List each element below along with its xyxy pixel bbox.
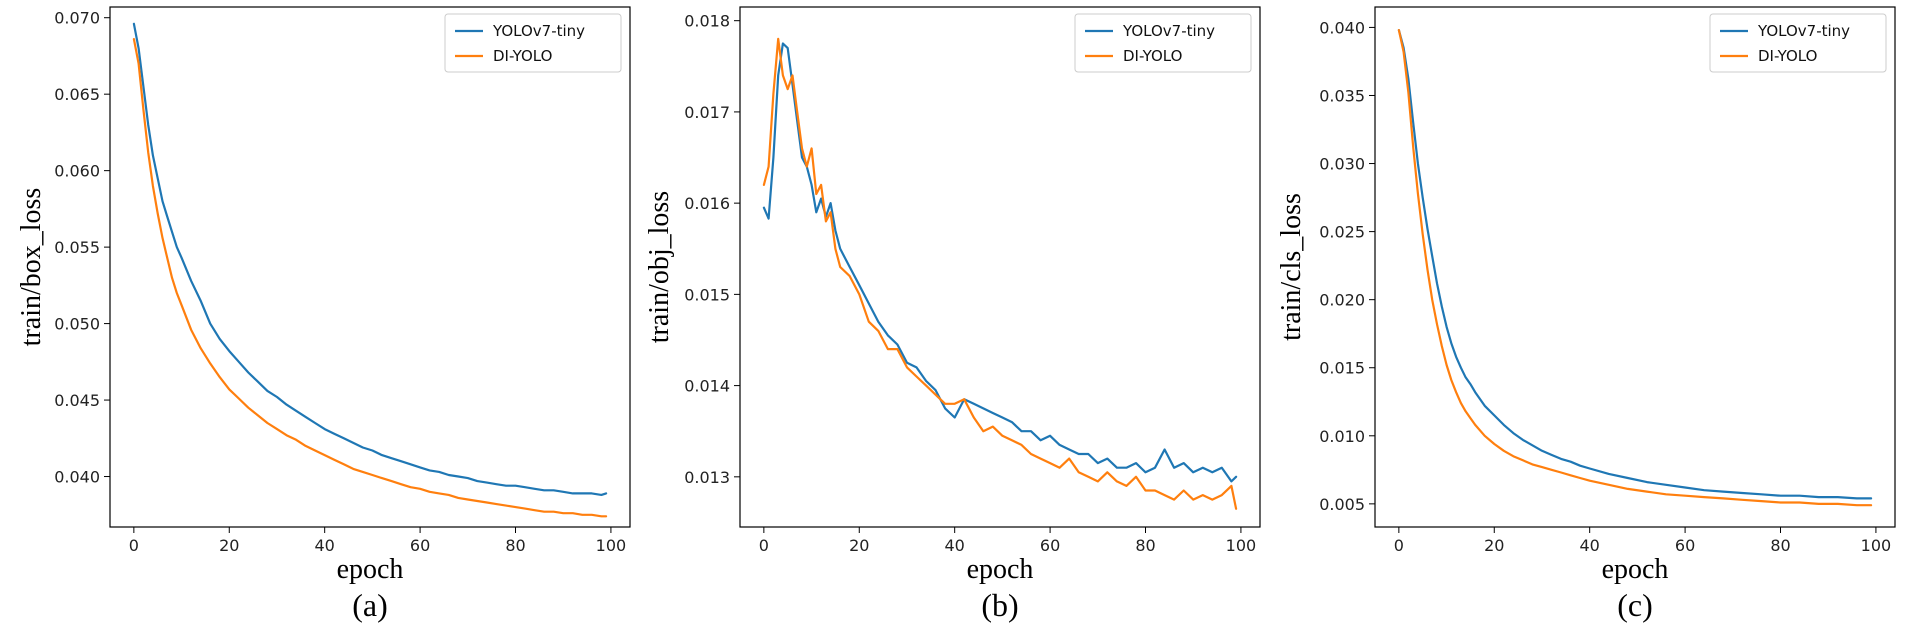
y-tick-label: 0.065 <box>54 85 100 104</box>
y-tick-label: 0.050 <box>54 315 100 334</box>
plot-area-box-loss <box>109 6 631 528</box>
legend-label-yolov7-tiny: YOLOv7-tiny <box>1122 22 1215 40</box>
legend-obj-loss: YOLOv7-tiny DI-YOLO <box>1074 13 1252 73</box>
x-tick-label: 40 <box>314 536 334 555</box>
y-tick-label: 0.055 <box>54 238 100 257</box>
x-tick-label: 60 <box>410 536 430 555</box>
y-tick-label: 0.045 <box>54 391 100 410</box>
x-tick-label: 100 <box>1861 536 1892 555</box>
series-line-di-yolo <box>762 37 1238 510</box>
x-axis-title: epoch <box>967 554 1034 585</box>
y-axis-title: train/cls_loss <box>1276 193 1307 341</box>
y-tick-label: 0.015 <box>1319 359 1365 378</box>
y-tick-label: 0.016 <box>684 194 730 213</box>
legend-cls-loss: YOLOv7-tiny DI-YOLO <box>1709 13 1887 73</box>
panel-cls-loss: 0 20 40 60 80 100 0.005 0.010 0.015 0.020 0.025 0.… <box>1276 6 1896 623</box>
y-tick-label: 0.040 <box>1319 18 1365 37</box>
legend-label-yolov7-tiny: YOLOv7-tiny <box>1757 22 1850 40</box>
y-tick-label: 0.070 <box>54 9 100 28</box>
legend-label-di-yolo: DI-YOLO <box>1123 47 1182 65</box>
legend-frame <box>1709 13 1887 73</box>
plot-area-cls-loss <box>1374 6 1896 528</box>
legend-label-di-yolo: DI-YOLO <box>1758 47 1817 65</box>
x-axis-title: epoch <box>337 554 404 585</box>
legend-label-yolov7-tiny: YOLOv7-tiny <box>492 22 585 40</box>
panel-caption: (c) <box>1617 587 1653 623</box>
y-tick-label: 0.030 <box>1319 155 1365 174</box>
panel-obj-loss: 0 20 40 60 80 100 0.013 0.014 0.015 0.016 0.017 0.… <box>644 6 1261 623</box>
y-tick-label: 0.018 <box>684 12 730 31</box>
series-line-yolov7-tiny <box>132 22 608 496</box>
x-tick-label: 100 <box>596 536 627 555</box>
series-line-di-yolo <box>132 37 608 518</box>
x-tick-label: 80 <box>505 536 525 555</box>
x-tick-label: 40 <box>944 536 964 555</box>
y-tick-label: 0.060 <box>54 162 100 181</box>
y-tick-label: 0.020 <box>1319 291 1365 310</box>
y-tick-label: 0.015 <box>684 285 730 304</box>
x-tick-label: 20 <box>1484 536 1504 555</box>
series-line-yolov7-tiny <box>1397 29 1873 500</box>
legend-frame <box>444 13 622 73</box>
x-tick-label: 20 <box>849 536 869 555</box>
x-tick-label: 60 <box>1675 536 1695 555</box>
x-tick-label: 20 <box>219 536 239 555</box>
panel-caption: (b) <box>981 587 1018 623</box>
panel-caption: (a) <box>352 587 388 623</box>
y-tick-label: 0.040 <box>54 468 100 487</box>
x-axis-title: epoch <box>1602 554 1669 585</box>
legend-frame <box>1074 13 1252 73</box>
y-tick-label: 0.025 <box>1319 223 1365 242</box>
plot-area-obj-loss <box>739 6 1261 528</box>
y-tick-label: 0.017 <box>684 103 730 122</box>
x-tick-label: 80 <box>1770 536 1790 555</box>
legend-box-loss: YOLOv7-tiny DI-YOLO <box>444 13 622 73</box>
y-tick-label: 0.014 <box>684 377 730 396</box>
x-tick-label: 0 <box>1394 536 1404 555</box>
y-tick-label: 0.035 <box>1319 86 1365 105</box>
series-line-di-yolo <box>1397 29 1873 507</box>
x-tick-label: 80 <box>1135 536 1155 555</box>
x-tick-label: 60 <box>1040 536 1060 555</box>
legend-label-di-yolo: DI-YOLO <box>493 47 552 65</box>
y-tick-label: 0.005 <box>1319 495 1365 514</box>
y-tick-label: 0.010 <box>1319 427 1365 446</box>
y-tick-label: 0.013 <box>684 468 730 487</box>
y-axis-title: train/box_loss <box>16 188 47 347</box>
x-tick-label: 0 <box>759 536 769 555</box>
x-tick-label: 0 <box>129 536 139 555</box>
x-tick-label: 100 <box>1226 536 1257 555</box>
y-axis-title: train/obj_loss <box>644 191 675 343</box>
x-tick-label: 40 <box>1579 536 1599 555</box>
panel-box-loss: 0 20 40 60 80 100 0.040 0.045 0.050 0.055 0.060 0.… <box>16 6 631 623</box>
